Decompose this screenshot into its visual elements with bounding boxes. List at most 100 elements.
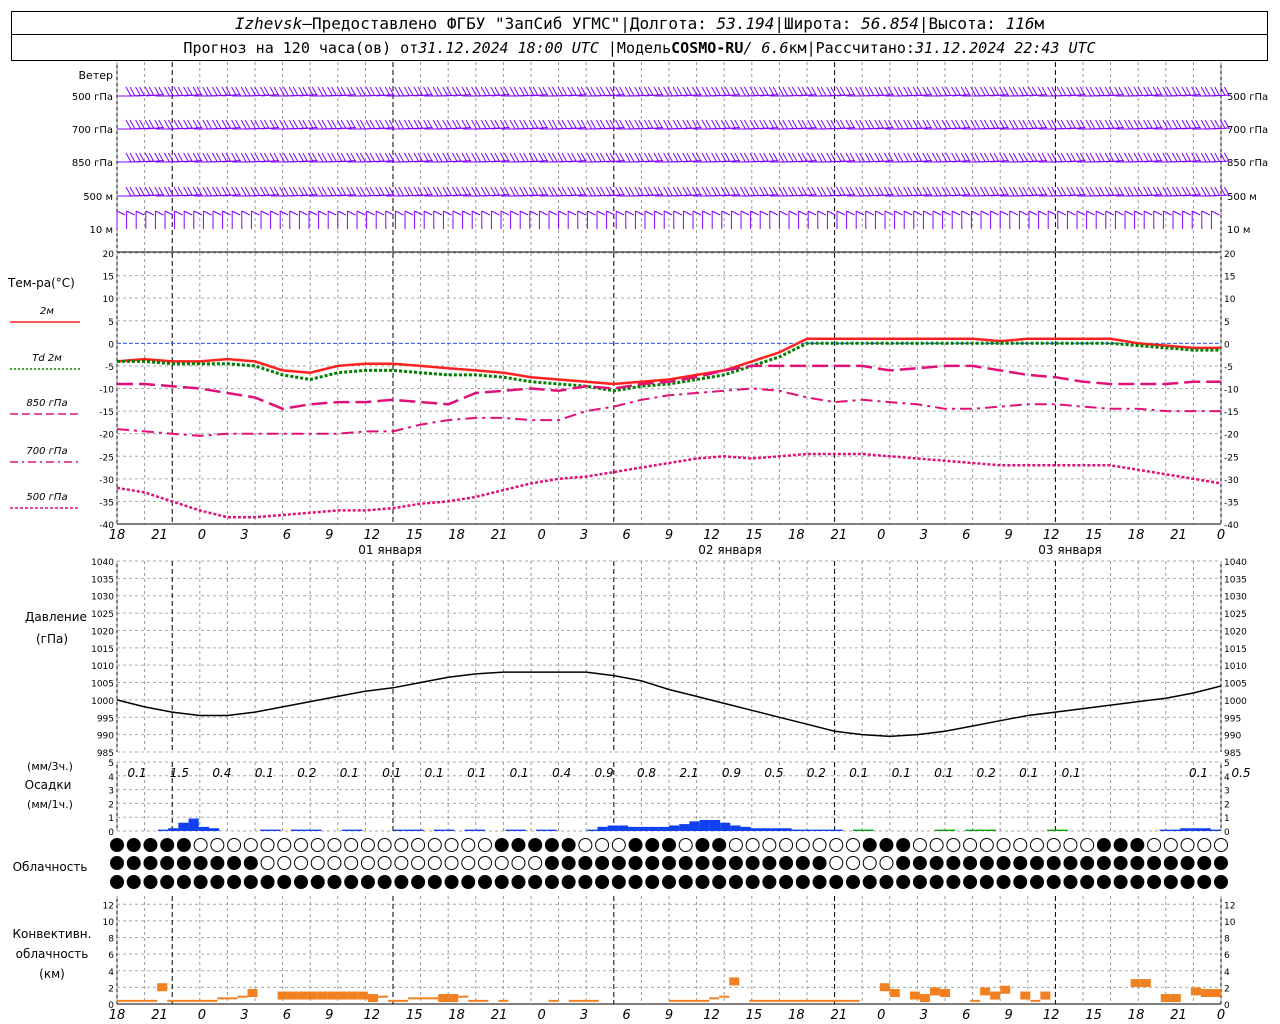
temp-hour-label: 18 [448, 528, 465, 543]
convective-bar [819, 999, 830, 1002]
cloud-cover-icon [494, 856, 509, 870]
wind-barb-feather [196, 186, 203, 197]
wind-barb-feather [1162, 119, 1169, 130]
temp-ytick-left: -15 [99, 408, 114, 418]
wind-barb-feather [1079, 186, 1086, 197]
wind-barb-feather [1200, 152, 1207, 163]
wind-barb-feather [926, 152, 933, 163]
wind-barb-feather [423, 210, 433, 216]
temp-series-line [117, 341, 1221, 393]
convective-bar [227, 997, 238, 1000]
cloud-cover-icon [745, 856, 760, 870]
wind-barb-shaft [184, 127, 203, 130]
wind-barb-feather [365, 186, 372, 197]
precip-total-label: 0.1 [340, 766, 359, 780]
wind-barb-feather [868, 119, 875, 130]
wind-barb-feather [1200, 86, 1207, 97]
cloud-cover-icon [394, 856, 409, 870]
wind-barb-feather [144, 152, 151, 163]
wind-barb-feather [318, 210, 327, 216]
cloud-cover-icon [461, 875, 476, 889]
cloud-cover-icon [344, 875, 359, 889]
wind-barb-feather [211, 86, 218, 97]
wind-barb-feather [1095, 86, 1102, 97]
wind-barb-feather [350, 86, 357, 97]
wind-barb-feather [158, 152, 165, 163]
wind-barb-feather [403, 152, 410, 163]
cloud-cover-icon [243, 856, 258, 870]
wind-barb-feather [442, 86, 449, 97]
wind-barb-feather [960, 119, 967, 130]
cloud-cover-icon [846, 875, 860, 889]
wind-barb [952, 86, 971, 97]
wind-barb-feather [187, 86, 194, 97]
cloud-cover-icon [160, 875, 175, 889]
wind-barb-shaft [913, 127, 932, 130]
wind-barb-feather [1037, 119, 1044, 130]
temp-hour-label: 3 [240, 528, 248, 543]
temp-hour-label: 9 [325, 528, 333, 543]
wind-barb-feather [1108, 152, 1115, 163]
wind-barb-feather [1163, 210, 1172, 216]
cloud-cover-icon [762, 875, 777, 889]
wind-barb-feather [254, 152, 261, 163]
cloud-cover-icon [611, 838, 626, 852]
wind-barb-feather [571, 86, 578, 97]
wind-barb [683, 186, 702, 197]
wind-barb-feather [1118, 186, 1125, 197]
wind-barb-feather [327, 210, 337, 216]
wind-barb-feather [1171, 119, 1178, 130]
wind-barb-feather [1038, 210, 1047, 216]
wind-barb [827, 119, 846, 130]
wind-barb-feather [768, 152, 775, 163]
wind-barb [1067, 152, 1086, 163]
precip-bar [1169, 829, 1181, 831]
wind-barb-feather [259, 119, 266, 130]
wind-barb-feather [538, 86, 545, 97]
cloud-cover-icon [327, 875, 342, 889]
wind-barb-feather [807, 186, 814, 197]
wind-barb-feather [461, 186, 468, 197]
wind-barb-feather [893, 119, 900, 130]
wind-barb-feather [801, 152, 808, 163]
wind-barb [164, 152, 184, 163]
wind-barb-feather [1133, 86, 1140, 97]
wind-barb-feather [878, 152, 885, 163]
wind-barb-feather [1075, 152, 1082, 163]
wind-barb-feather [1079, 119, 1086, 130]
precip-total-label: 0.2 [807, 766, 826, 780]
wind-barb-feather [643, 86, 650, 97]
wind-barb [136, 86, 155, 97]
wind-barb-feather [359, 186, 366, 197]
wind-barb-shaft [568, 127, 587, 130]
wind-barb-shaft [644, 94, 664, 97]
wind-barb-feather [1012, 119, 1019, 130]
precip-total-label: 0.1 [255, 766, 274, 780]
convective-bar [939, 989, 951, 998]
cloud-cover-icon [1147, 838, 1162, 852]
wind-barb [865, 86, 885, 97]
wind-barb-feather [164, 210, 174, 216]
wind-barb [788, 210, 798, 229]
calc-label: Рассчитано: [815, 38, 915, 57]
wind-barb [721, 186, 741, 197]
wind-barb-feather [1047, 186, 1054, 197]
wind-barb [472, 119, 491, 130]
wind-barb-feather [624, 119, 631, 130]
wind-barb [135, 210, 145, 229]
wind-barb [644, 119, 664, 130]
wind-barb [203, 119, 222, 130]
wind-barb-shaft [644, 194, 664, 197]
wind-barb-feather [283, 152, 290, 163]
wind-barb-feather [307, 119, 314, 130]
wind-barb [1201, 152, 1221, 163]
wind-barb-feather [542, 119, 549, 130]
wind-barb [328, 86, 347, 97]
wind-barb-feather [835, 152, 842, 163]
precip-total-label: 0.1 [849, 766, 868, 780]
convective-hour-label: 0 [198, 1008, 206, 1023]
cloud-cover-icon [595, 856, 610, 870]
wind-barb-feather [193, 210, 203, 216]
wind-barb-shaft [376, 94, 395, 97]
wind-barb [1211, 119, 1230, 130]
